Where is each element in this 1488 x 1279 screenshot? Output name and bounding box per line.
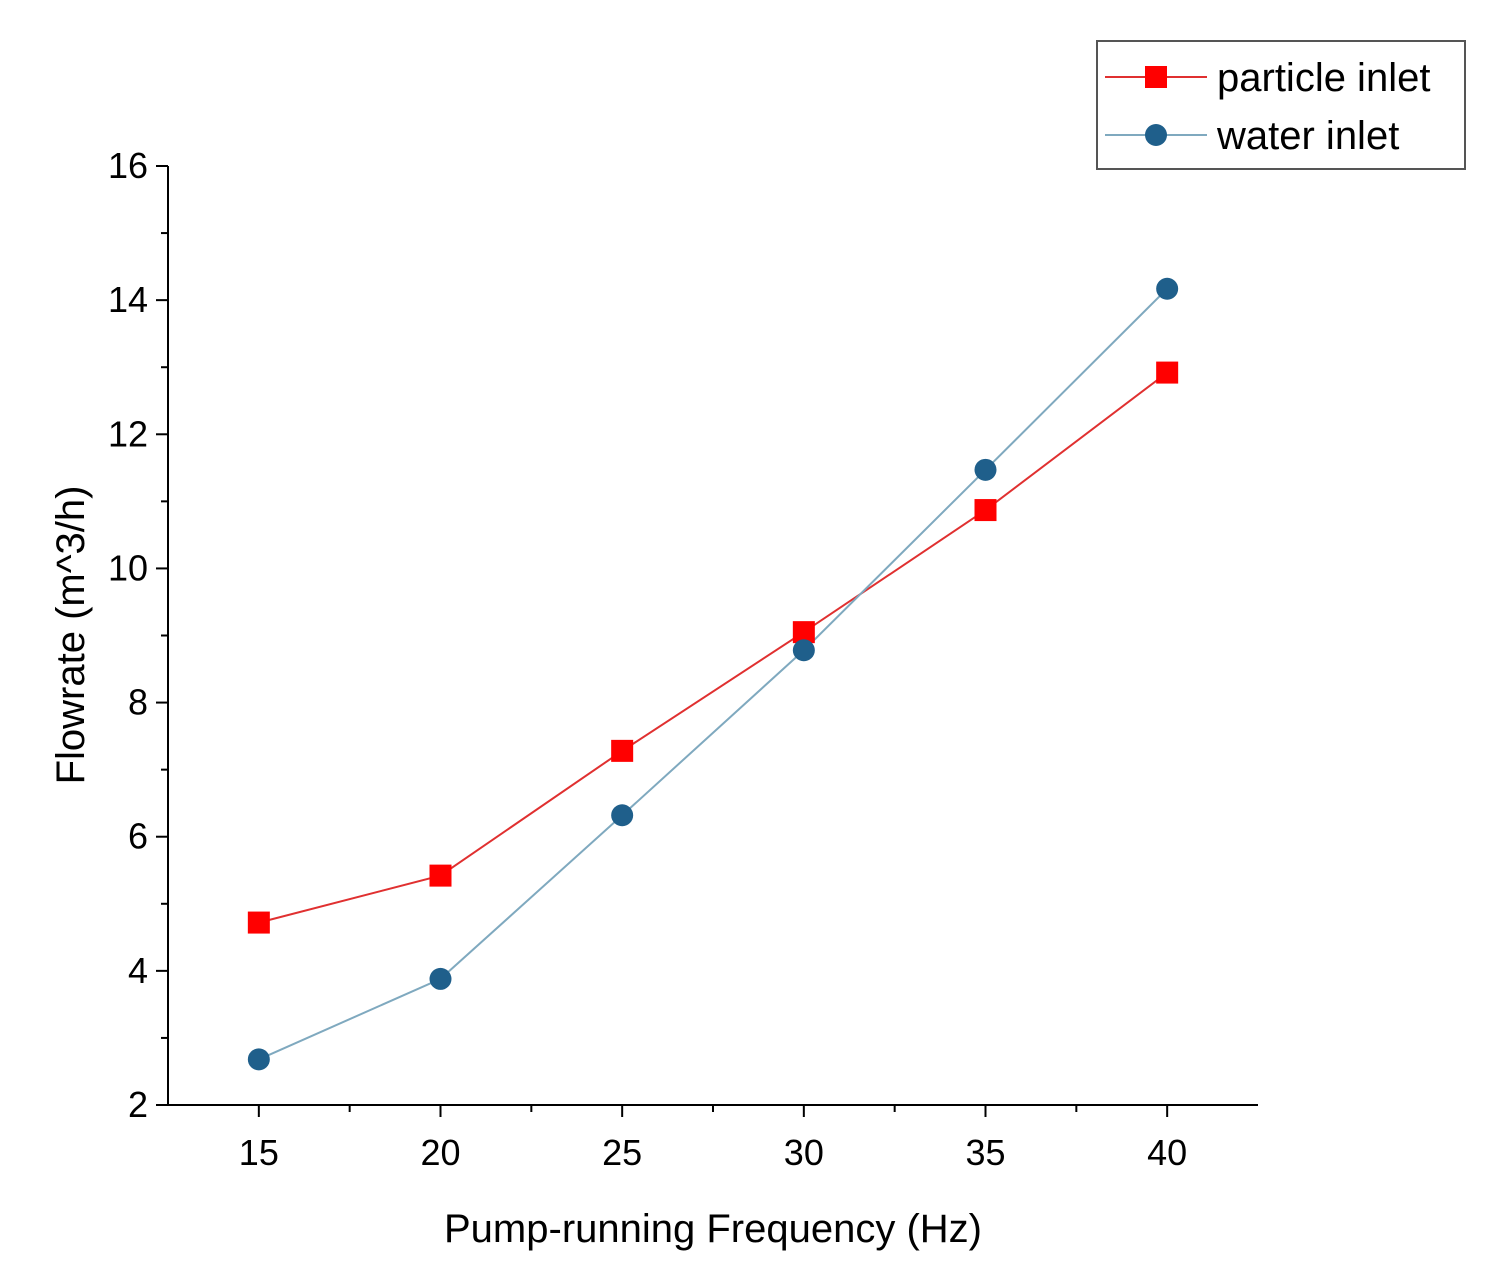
- x-axis-title: Pump-running Frequency (Hz): [444, 1207, 982, 1251]
- x-tick-label: 35: [965, 1132, 1005, 1173]
- x-tick-label: 40: [1147, 1132, 1187, 1173]
- data-point-particle-inlet: [429, 864, 452, 887]
- series-particle-inlet: [258, 371, 1168, 924]
- y-tick-label: 16: [108, 145, 148, 186]
- series-layer: [247, 277, 1179, 1071]
- x-tick-label: 20: [420, 1132, 460, 1173]
- axes: 2 4 6 8 10 12 14 16 15 20 25 30 35 40: [108, 145, 1258, 1173]
- data-point-water-inlet: [611, 804, 634, 827]
- legend-box: [1096, 40, 1466, 170]
- y-tick-label: 14: [108, 279, 148, 320]
- x-tick-label: 15: [239, 1132, 279, 1173]
- y-tick-label: 4: [128, 950, 148, 991]
- data-point-water-inlet: [429, 967, 452, 990]
- series-line-water-inlet: [258, 287, 1168, 1061]
- legend-label-water-inlet: water inlet: [1216, 114, 1399, 158]
- series-water-inlet: [258, 287, 1168, 1061]
- data-point-particle-inlet: [974, 499, 997, 522]
- y-tick-label: 2: [128, 1084, 148, 1125]
- legend-marker-particle-inlet: [1145, 66, 1167, 88]
- data-point-water-inlet: [792, 639, 815, 662]
- x-tick-label: 30: [784, 1132, 824, 1173]
- data-point-particle-inlet: [1156, 361, 1179, 384]
- data-point-particle-inlet: [792, 621, 815, 644]
- data-point-particle-inlet: [247, 911, 270, 934]
- data-point-water-inlet: [1156, 277, 1179, 300]
- legend-marker-water-inlet: [1145, 124, 1167, 146]
- y-tick-label: 8: [128, 682, 148, 723]
- markers-particle-inlet: [247, 361, 1179, 934]
- y-tick-label: 6: [128, 816, 148, 857]
- series-line-particle-inlet: [258, 371, 1168, 924]
- data-point-particle-inlet: [611, 739, 634, 762]
- data-point-water-inlet: [974, 458, 997, 481]
- legend-label-particle-inlet: particle inlet: [1217, 56, 1430, 100]
- y-tick-label: 10: [108, 547, 148, 588]
- y-tick-label: 12: [108, 413, 148, 454]
- y-axis-title: Flowrate (m^3/h): [49, 486, 93, 785]
- x-tick-label: 25: [602, 1132, 642, 1173]
- legend: particle inlet water inlet: [1096, 40, 1466, 170]
- markers-water-inlet: [247, 277, 1179, 1071]
- data-point-water-inlet: [247, 1048, 270, 1071]
